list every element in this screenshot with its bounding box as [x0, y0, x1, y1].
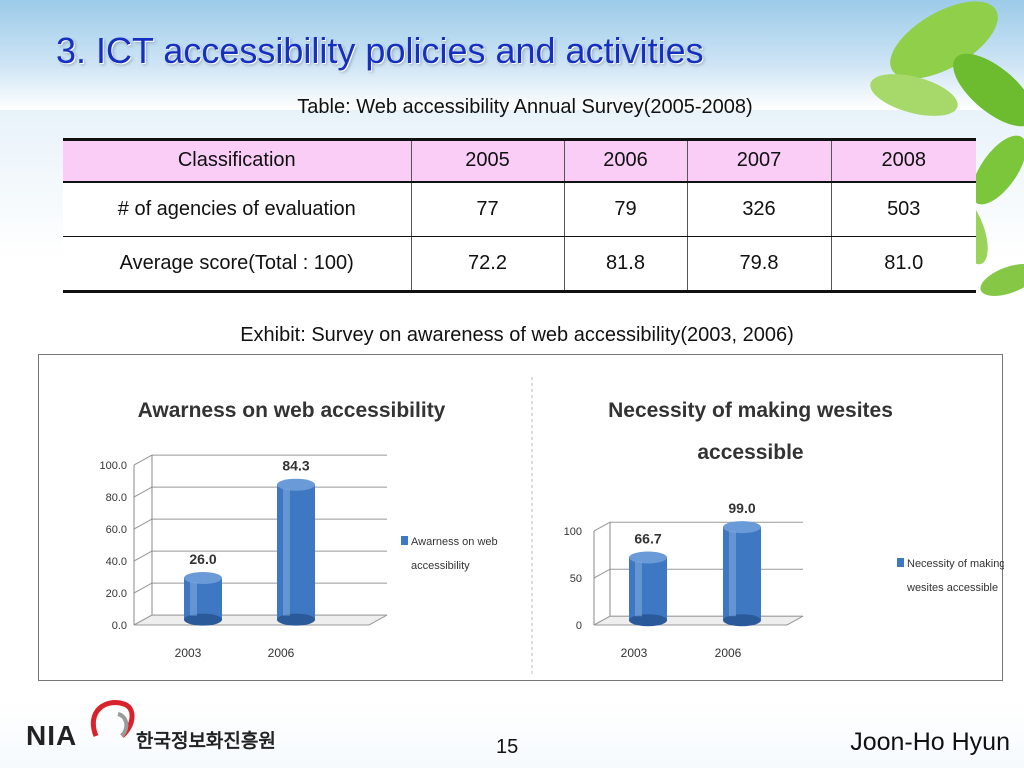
table-cell: 503 [830, 181, 976, 237]
table-cell: 77 [410, 181, 564, 237]
data-label: 84.3 [282, 458, 309, 474]
y-tick-label: 0 [576, 620, 582, 632]
charts-canvas: Awarness on web accessibility 0.0 20.0 40.0… [99, 377, 1004, 675]
gridline-depth [133, 550, 153, 562]
legend-swatch [401, 536, 408, 545]
gridline-depth [133, 582, 153, 594]
nia-logo-icon [90, 700, 135, 738]
chart-2: Necessity of making wesites accessible 0 50… [564, 399, 1004, 660]
table-cell: 79.8 [686, 236, 831, 292]
table-caption: Table: Web accessibility Annual Survey(2… [297, 96, 753, 118]
table-cell: 326 [686, 181, 831, 237]
bar-highlight [283, 488, 290, 616]
table-cell: 79 [563, 181, 687, 237]
author-name: Joon-Ho Hyun [850, 728, 1010, 756]
legend-label: Awarness on web [411, 536, 498, 548]
bar [723, 521, 761, 627]
exhibit-frame: Awarness on web accessibility 0.0 20.0 40.0… [38, 354, 1004, 681]
legend-label: accessibility [411, 560, 470, 572]
org-name: 한국정보화진흥원 [136, 731, 276, 752]
table-row: # of agencies of evaluation 77 79 326 50… [63, 181, 976, 237]
y-tick-label: 40.0 [106, 556, 127, 568]
survey-table: Classification 2005 2006 2007 2008 # of … [63, 138, 976, 293]
table-header-cell: 2006 [563, 139, 687, 183]
chart-title: accessible [697, 441, 803, 464]
table-header-cell: Classification [63, 139, 411, 183]
bar [629, 551, 667, 627]
y-tick-label: 20.0 [106, 588, 127, 600]
bar-body [184, 578, 222, 620]
bar-body [629, 557, 667, 621]
page-number: 15 [496, 736, 519, 758]
bar-base [184, 613, 222, 626]
legend: Necessity of making wesites accessible [897, 558, 1004, 594]
table-cell: # of agencies of evaluation [63, 181, 411, 237]
bar-body [723, 527, 761, 621]
gridline-depth [593, 568, 611, 579]
header-background [0, 0, 1024, 110]
table-cell: 72.2 [410, 236, 564, 292]
bar-top [629, 551, 667, 564]
gridline-depth [133, 486, 153, 498]
legend-label: Necessity of making [907, 558, 1004, 570]
legend: Awarness on web accessibility [401, 536, 498, 572]
y-tick-label: 0.0 [112, 620, 127, 632]
bar-top [184, 572, 222, 584]
data-label: 99.0 [728, 500, 755, 516]
leaves-decoration [870, 1, 1024, 296]
y-tick-label: 100 [564, 526, 582, 538]
data-label: 66.7 [634, 531, 661, 547]
chart-title: Necessity of making wesites [608, 399, 893, 422]
table-header-cell: 2007 [686, 139, 831, 183]
bar-highlight [190, 582, 197, 616]
chart-title: Awarness on web accessibility [138, 399, 446, 422]
gridline-depth [593, 521, 611, 532]
bar-base [723, 614, 761, 627]
bar-base [277, 613, 315, 626]
table-cell: 81.8 [563, 236, 687, 292]
x-tick-label: 2006 [268, 646, 295, 660]
y-tick-label: 100.0 [99, 460, 127, 472]
exhibit-caption: Exhibit: Survey on awareness of web acce… [240, 324, 794, 346]
bar-body [277, 484, 315, 620]
y-tick-label: 50 [570, 573, 582, 585]
table-cell: Average score(Total : 100) [63, 236, 411, 292]
y-tick-label: 60.0 [106, 524, 127, 536]
x-tick-label: 2003 [621, 646, 648, 660]
legend-label: wesites accessible [906, 582, 998, 594]
table-header-row: Classification 2005 2006 2007 2008 [63, 139, 976, 183]
table-cell: 81.0 [830, 236, 976, 292]
x-tick-label: 2003 [175, 646, 202, 660]
bar-top [277, 478, 315, 491]
table-row: Average score(Total : 100) 72.2 81.8 79.… [63, 236, 976, 292]
chart-floor [593, 615, 804, 626]
bar [277, 478, 315, 626]
bar-base [629, 614, 667, 627]
gridline-depth [133, 454, 153, 466]
slide-title: 3. ICT accessibility policies and activi… [56, 30, 704, 71]
bar-highlight [729, 531, 736, 617]
y-tick-label: 80.0 [106, 492, 127, 504]
chart-floor [133, 614, 388, 626]
bar [184, 572, 222, 626]
chart-1: Awarness on web accessibility 0.0 20.0 40.0… [99, 399, 497, 660]
bar-highlight [635, 561, 642, 617]
x-tick-label: 2006 [715, 646, 742, 660]
gridline-depth [133, 518, 153, 530]
nia-logo-text: NIA [26, 720, 78, 751]
bar-top [723, 521, 761, 534]
legend-swatch [897, 558, 904, 567]
data-label: 26.0 [189, 551, 216, 567]
table-header-cell: 2008 [830, 139, 976, 183]
table-header-cell: 2005 [410, 139, 564, 183]
